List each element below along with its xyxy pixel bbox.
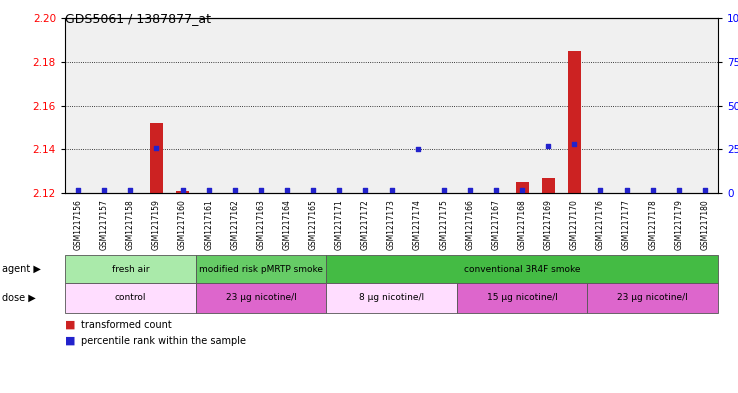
Bar bbox=[542, 178, 555, 193]
Text: ■: ■ bbox=[65, 320, 75, 330]
Bar bbox=[457, 283, 587, 313]
Text: transformed count: transformed count bbox=[81, 320, 172, 330]
Bar bbox=[65, 255, 196, 283]
Point bbox=[438, 186, 449, 193]
Text: 23 μg nicotine/l: 23 μg nicotine/l bbox=[617, 294, 688, 303]
Text: 15 μg nicotine/l: 15 μg nicotine/l bbox=[486, 294, 557, 303]
Text: fresh air: fresh air bbox=[111, 264, 149, 274]
Text: percentile rank within the sample: percentile rank within the sample bbox=[81, 336, 246, 346]
Point bbox=[255, 186, 267, 193]
Bar bbox=[516, 182, 528, 193]
Bar bbox=[196, 283, 326, 313]
Point bbox=[412, 146, 424, 152]
Bar bbox=[65, 283, 196, 313]
Text: agent ▶: agent ▶ bbox=[2, 264, 41, 274]
Point bbox=[542, 143, 554, 149]
Point bbox=[385, 186, 397, 193]
Point bbox=[595, 186, 607, 193]
Bar bbox=[176, 191, 189, 193]
Point bbox=[151, 144, 162, 151]
Point bbox=[125, 186, 137, 193]
Text: 23 μg nicotine/l: 23 μg nicotine/l bbox=[226, 294, 296, 303]
Point bbox=[307, 186, 319, 193]
Point bbox=[464, 186, 476, 193]
Text: dose ▶: dose ▶ bbox=[2, 293, 35, 303]
Point bbox=[699, 186, 711, 193]
Bar bbox=[587, 283, 718, 313]
Text: ■: ■ bbox=[65, 336, 75, 346]
Point bbox=[490, 186, 502, 193]
Point bbox=[176, 186, 188, 193]
Text: control: control bbox=[114, 294, 146, 303]
Bar bbox=[326, 283, 457, 313]
Point bbox=[281, 186, 293, 193]
Point bbox=[646, 186, 658, 193]
Point bbox=[334, 186, 345, 193]
Bar bbox=[150, 123, 163, 193]
Bar bbox=[196, 255, 326, 283]
Bar bbox=[568, 51, 581, 193]
Point bbox=[98, 186, 110, 193]
Text: 8 μg nicotine/l: 8 μg nicotine/l bbox=[359, 294, 424, 303]
Bar bbox=[326, 255, 718, 283]
Text: modified risk pMRTP smoke: modified risk pMRTP smoke bbox=[199, 264, 323, 274]
Point bbox=[568, 141, 580, 147]
Point bbox=[516, 186, 528, 193]
Point bbox=[359, 186, 371, 193]
Text: conventional 3R4F smoke: conventional 3R4F smoke bbox=[464, 264, 580, 274]
Point bbox=[72, 186, 84, 193]
Point bbox=[621, 186, 632, 193]
Point bbox=[673, 186, 685, 193]
Text: GDS5061 / 1387877_at: GDS5061 / 1387877_at bbox=[65, 12, 211, 25]
Point bbox=[203, 186, 215, 193]
Point bbox=[229, 186, 241, 193]
